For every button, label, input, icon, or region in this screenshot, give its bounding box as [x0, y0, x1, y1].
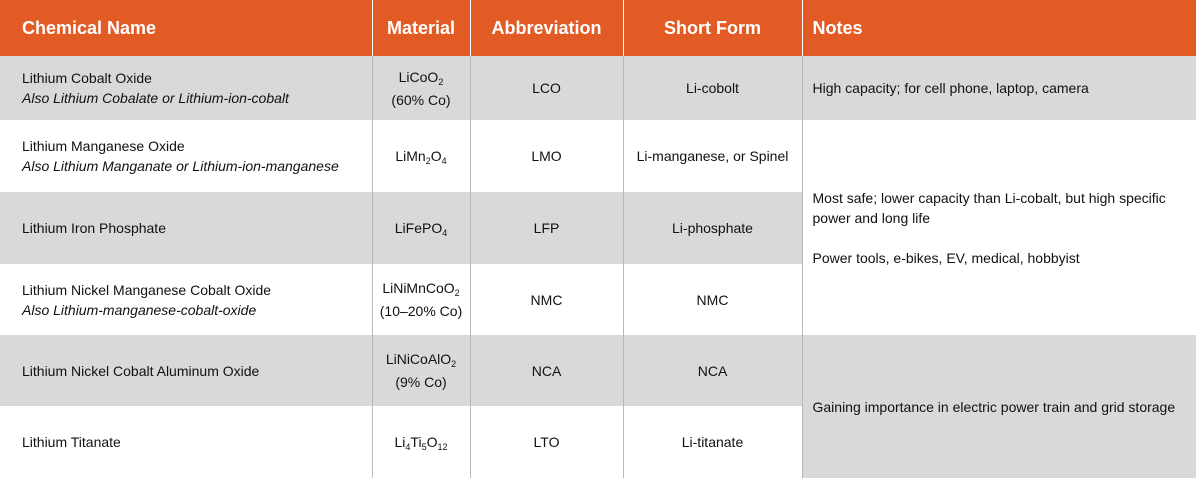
short-form: Li-titanate [622, 406, 802, 478]
chemical-name: Lithium Cobalt Oxide [22, 70, 152, 86]
formula-part: O [430, 148, 442, 164]
chemical-alias: Also Lithium Manganate or Lithium-ion-ma… [22, 158, 339, 174]
formula-subscript: 2 [438, 76, 444, 87]
formula-subscript: 4 [441, 156, 447, 166]
abbreviation: LMO [469, 120, 623, 192]
material-cell: LiMn2O4 [371, 120, 470, 192]
material-cell: LiCoO2 (60% Co) [371, 56, 470, 120]
column-header: Chemical Name [0, 0, 372, 56]
short-form: Li-manganese, or Spinel [622, 120, 802, 192]
formula: Li4Ti5O12 [373, 432, 470, 452]
formula-subscript: 12 [437, 442, 448, 452]
short-form: Li-phosphate [622, 192, 802, 264]
short-form: NMC [622, 264, 802, 335]
column-header: Short Form [622, 0, 802, 56]
formula-subscript: 2 [451, 359, 457, 369]
formula-part: O [426, 434, 438, 450]
material-cell: LiNiCoAlO2 (9% Co) [371, 335, 470, 406]
material-cell: LiFePO4 [371, 192, 470, 264]
chemical-name-cell: Lithium Nickel Cobalt Aluminum Oxide [0, 335, 372, 406]
formula: LiCoO2 [373, 67, 470, 87]
formula-part: LiMn [395, 148, 426, 164]
chemical-name: Lithium Iron Phosphate [22, 220, 166, 236]
formula-subscript: 2 [454, 288, 460, 298]
table-row: Lithium Iron Phosphate LiFePO4 LFP Li-phosp… [0, 192, 1196, 264]
notes-cell: High capacity; for cell phone, laptop, c… [801, 56, 1196, 120]
formula-subscript: 5 [421, 442, 427, 452]
chemical-name: Lithium Nickel Manganese Cobalt Oxide [22, 281, 272, 298]
note: Most safe; lower capacity than Li-cobalt… [812, 189, 1166, 226]
note: Power tools, e-bikes, EV, medical, hobby… [812, 249, 1080, 266]
abbreviation: LCO [469, 56, 623, 120]
short-form: NCA [622, 335, 802, 406]
chemical-name: Lithium Manganese Oxide [22, 138, 185, 154]
material-cell: LiNiMnCoO2 (10–20% Co) [371, 264, 470, 335]
formula-part: Ti [410, 434, 422, 450]
column-header: Notes [801, 0, 1196, 56]
table-row: Lithium Cobalt Oxide Also Lithium Cobalat… [0, 56, 1196, 120]
table-body: Lithium Cobalt Oxide Also Lithium Cobalat… [0, 56, 1196, 478]
material-cell: Li4Ti5O12 [371, 406, 470, 478]
formula: LiMn2O4 [373, 146, 470, 166]
chemical-name-cell: Lithium Cobalt Oxide Also Lithium Cobalat… [0, 56, 372, 120]
chemical-name-cell: Lithium Manganese Oxide Also Lithium Mang… [0, 120, 372, 192]
table-row: Lithium Nickel Cobalt Aluminum Oxide LiNi… [0, 335, 1196, 478]
chemical-name-cell: Lithium Nickel Manganese Cobalt Oxide Als… [0, 264, 372, 335]
header-row: Chemical Name Material Abbreviation Short F… [0, 0, 1196, 56]
column-header: Abbreviation [469, 0, 623, 56]
formula-subscript: 4 [405, 442, 411, 452]
table-row: Lithium Nickel Manganese Cobalt Oxide Als… [0, 264, 1196, 335]
table-row: Lithium Titanate Li4Ti5O12 LTO Li-titanate [0, 406, 1196, 478]
chemical-alias: Also Lithium-manganese-cobalt-oxide [22, 301, 257, 318]
chemical-name-cell: Lithium Iron Phosphate [0, 192, 372, 264]
formula: LiFePO4 [373, 218, 470, 238]
note: High capacity; for cell phone, laptop, c… [812, 80, 1089, 96]
material-note: (10–20% Co) [379, 303, 463, 319]
notes-cell: Most safe; lower capacity than Li-cobalt… [801, 120, 1196, 335]
material-note: (60% Co) [391, 91, 451, 108]
formula-subscript: 2 [425, 156, 431, 166]
material-note: (9% Co) [395, 374, 447, 390]
chemical-name: Lithium Titanate [22, 434, 121, 450]
abbreviation: NCA [469, 335, 623, 406]
abbreviation: LFP [469, 192, 623, 264]
abbreviation: LTO [469, 406, 623, 478]
formula-part: Li [394, 434, 406, 450]
note: Gaining importance in electric power tra… [812, 398, 1176, 415]
formula-part: LiCoO [398, 68, 439, 85]
formula-part: LiNiMnCoO [382, 280, 455, 296]
table-row: Lithium Manganese Oxide Also Lithium Mang… [0, 120, 1196, 335]
chemical-name: Lithium Nickel Cobalt Aluminum Oxide [22, 362, 260, 379]
column-header: Material [371, 0, 470, 56]
formula: LiNiMnCoO2 [373, 278, 470, 298]
abbreviation: NMC [469, 264, 623, 335]
notes-cell: Gaining importance in electric power tra… [801, 335, 1196, 478]
short-form: Li-cobolt [622, 56, 802, 120]
chemical-alias: Also Lithium Cobalate or Lithium-ion-cob… [22, 90, 289, 106]
chemical-name-cell: Lithium Titanate [0, 406, 372, 478]
formula-part: LiFePO [394, 220, 443, 236]
formula-subscript: 4 [442, 228, 448, 238]
formula-part: LiNiCoAlO [385, 351, 452, 367]
formula: LiNiCoAlO2 [373, 349, 470, 369]
